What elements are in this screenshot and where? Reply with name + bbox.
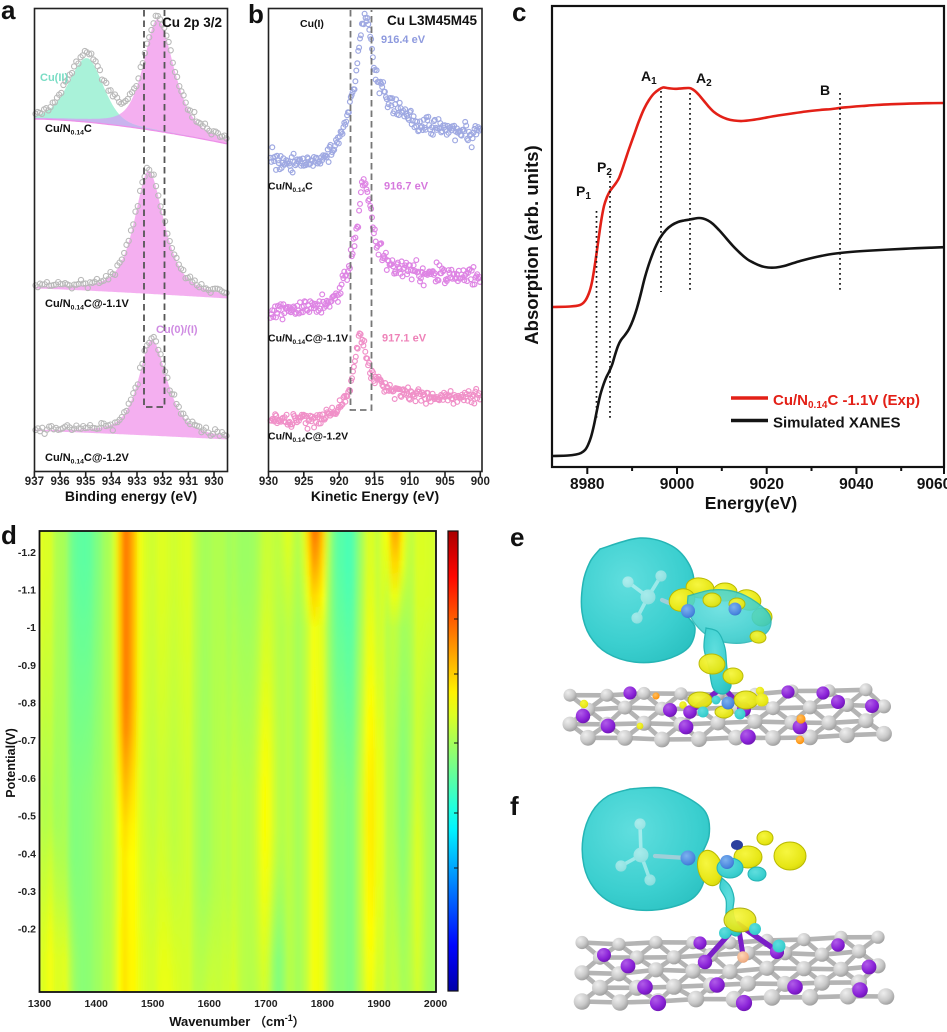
svg-text:900: 900 (471, 476, 490, 488)
svg-text:933: 933 (127, 476, 146, 488)
svg-text:9000: 9000 (660, 476, 694, 493)
svg-text:-0.2: -0.2 (18, 924, 36, 936)
svg-text:-0.8: -0.8 (18, 698, 36, 710)
svg-text:925: 925 (294, 476, 314, 488)
svg-text:-1.2: -1.2 (18, 547, 36, 559)
svg-text:917.1 eV: 917.1 eV (382, 333, 427, 345)
svg-text:916.7 eV: 916.7 eV (384, 181, 429, 193)
svg-text:-0.4: -0.4 (18, 848, 36, 860)
svg-text:Cu/N0.14C -1.1V (Exp): Cu/N0.14C -1.1V (Exp) (773, 392, 920, 411)
svg-text:920: 920 (330, 476, 349, 488)
svg-text:-0.6: -0.6 (18, 773, 36, 785)
svg-text:1500: 1500 (141, 998, 165, 1010)
svg-text:Cu/N0.14C@-1.1V: Cu/N0.14C@-1.1V (45, 298, 130, 312)
svg-text:Cu L3M45M45: Cu L3M45M45 (387, 13, 478, 28)
svg-text:916.4 eV: 916.4 eV (381, 34, 426, 46)
svg-text:935: 935 (76, 476, 96, 488)
svg-text:Cu/N0.14C: Cu/N0.14C (268, 181, 313, 195)
svg-text:e: e (510, 522, 524, 552)
svg-text:Cu(II): Cu(II) (40, 72, 68, 84)
svg-text:Potential(V): Potential(V) (4, 728, 18, 797)
svg-text:-0.9: -0.9 (18, 660, 36, 672)
svg-text:Energy(eV): Energy(eV) (705, 493, 797, 513)
svg-text:Cu/N0.14C@-1.2V: Cu/N0.14C@-1.2V (268, 431, 348, 445)
svg-text:934: 934 (102, 476, 122, 488)
svg-text:Binding energy (eV): Binding energy (eV) (65, 488, 197, 504)
svg-text:Simulated XANES: Simulated XANES (773, 415, 901, 432)
svg-text:Wavenumber （cm-1）: Wavenumber （cm-1） (169, 1013, 305, 1029)
svg-text:Cu(0)/(I): Cu(0)/(I) (156, 324, 198, 336)
svg-text:1400: 1400 (85, 998, 109, 1010)
svg-text:1600: 1600 (198, 998, 222, 1010)
svg-text:f: f (510, 791, 519, 821)
svg-text:c: c (512, 0, 526, 27)
svg-text:1900: 1900 (367, 998, 391, 1010)
svg-text:Absorption (arb. units): Absorption (arb. units) (521, 145, 542, 344)
svg-text:930: 930 (204, 476, 223, 488)
svg-text:1700: 1700 (254, 998, 278, 1010)
svg-text:b: b (248, 0, 264, 29)
svg-text:910: 910 (400, 476, 419, 488)
svg-text:936: 936 (51, 476, 70, 488)
svg-text:905: 905 (435, 476, 455, 488)
svg-text:Cu/N0.14C@-1.1V: Cu/N0.14C@-1.1V (268, 333, 348, 347)
svg-text:930: 930 (259, 476, 278, 488)
svg-text:B: B (820, 82, 830, 98)
svg-text:1300: 1300 (28, 998, 52, 1010)
svg-text:9020: 9020 (749, 476, 783, 493)
svg-text:-1: -1 (27, 622, 36, 634)
svg-text:8980: 8980 (570, 476, 604, 493)
svg-text:-0.3: -0.3 (18, 886, 36, 898)
svg-text:931: 931 (179, 476, 199, 488)
svg-text:937: 937 (25, 476, 44, 488)
svg-text:9040: 9040 (839, 476, 873, 493)
svg-text:-0.5: -0.5 (18, 811, 36, 823)
svg-text:-1.1: -1.1 (18, 585, 36, 597)
svg-text:Cu 2p 3/2: Cu 2p 3/2 (162, 15, 222, 30)
svg-text:Cu/N0.14C@-1.2V: Cu/N0.14C@-1.2V (45, 452, 130, 466)
svg-text:932: 932 (153, 476, 172, 488)
svg-text:9060: 9060 (917, 476, 947, 493)
svg-text:Kinetic Energy (eV): Kinetic Energy (eV) (311, 488, 439, 504)
svg-text:2000: 2000 (424, 998, 448, 1010)
svg-text:1800: 1800 (311, 998, 335, 1010)
svg-text:Cu/N0.14C: Cu/N0.14C (45, 123, 92, 137)
svg-text:d: d (1, 520, 17, 550)
svg-text:a: a (1, 0, 16, 25)
svg-text:915: 915 (365, 476, 385, 488)
svg-text:Cu(I): Cu(I) (300, 18, 324, 30)
svg-text:-0.7: -0.7 (18, 735, 36, 747)
